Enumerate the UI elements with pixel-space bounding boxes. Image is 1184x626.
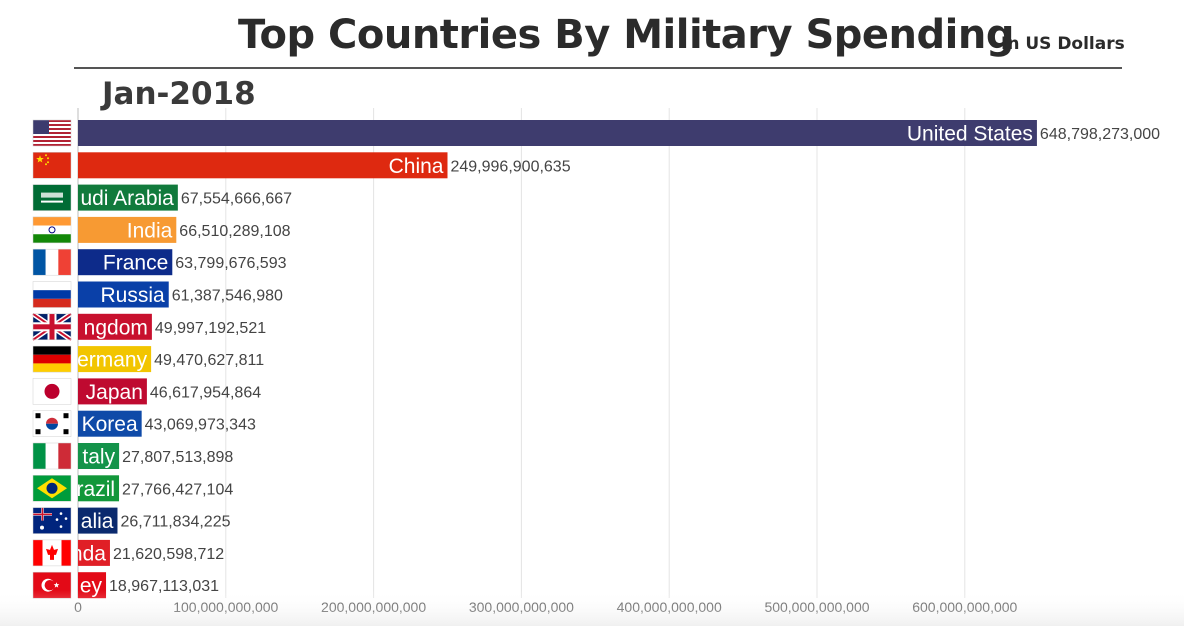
value-label: 27,807,513,898 [122, 449, 233, 466]
bar-row: udi Arabia 67,554,666,667 [32, 184, 292, 211]
bar [78, 216, 177, 243]
flag-gb-icon [31, 311, 73, 342]
bar [78, 410, 142, 437]
bar-row: China 249,996,900,635 [32, 152, 571, 179]
bar [78, 443, 120, 469]
bar-label: ermany [77, 349, 148, 372]
bar-row: Korea 43,069,973,343 [32, 410, 256, 437]
flag-de-icon [32, 345, 72, 373]
value-label: 648,798,273,000 [1040, 126, 1160, 143]
flag-in-icon [32, 216, 72, 244]
bar [78, 475, 120, 502]
bar [78, 120, 1037, 146]
bar-label: ngdom [84, 316, 148, 339]
title-divider [74, 67, 1122, 69]
flag-ru-icon [32, 281, 72, 308]
bar-rows: United States 648,798,273,000 China 249,996… [31, 119, 1160, 599]
bar-label: United States [907, 123, 1033, 146]
bar-row: United States 648,798,273,000 [32, 119, 1160, 147]
bar-label: udi Arabia [80, 187, 174, 210]
bar-label: France [103, 252, 168, 275]
bar-label: razil [77, 478, 116, 501]
bar-label: Russia [101, 284, 166, 307]
value-label: 67,554,666,667 [181, 191, 292, 208]
chart-title: Top Countries By Military Spending [238, 12, 1015, 58]
bar [78, 378, 147, 405]
value-label: 63,799,676,593 [175, 255, 286, 272]
bar-row: Japan 46,617,954,864 [32, 378, 261, 405]
bar-row: razil 27,766,427,104 [32, 475, 233, 502]
flag-ca-icon [32, 539, 72, 567]
value-label: 21,620,598,712 [113, 546, 224, 563]
bar [78, 184, 178, 211]
bar-row: Russia 61,387,546,980 [32, 281, 283, 308]
bar-row: ermany 49,470,627,811 [32, 345, 264, 373]
bar-label: China [389, 155, 444, 178]
bar-label: alia [81, 510, 114, 533]
bar [78, 346, 152, 373]
value-label: 46,617,954,864 [150, 384, 261, 401]
flag-br-icon [32, 475, 72, 502]
flag-kr-icon [32, 410, 72, 437]
bottom-fade [0, 590, 1184, 626]
bar-label: Japan [86, 381, 143, 404]
bar-row: alia 26,711,834,225 [32, 507, 231, 534]
flag-fr-icon [32, 248, 72, 276]
flag-it-icon [32, 442, 72, 470]
value-label: 27,766,427,104 [122, 481, 233, 498]
value-label: 249,996,900,635 [450, 158, 570, 175]
bar-row: ngdom 49,997,192,521 [31, 311, 266, 342]
flag-sa-icon [32, 184, 72, 211]
bar-row: India 66,510,289,108 [32, 216, 291, 244]
value-label: 66,510,289,108 [179, 223, 290, 240]
flag-us-icon [32, 119, 72, 147]
value-label: 49,997,192,521 [155, 320, 266, 337]
bar-label: taly [82, 446, 115, 469]
bar-label: Korea [82, 413, 138, 436]
value-label: 26,711,834,225 [120, 514, 230, 531]
bar [78, 281, 169, 308]
flag-cn-icon [32, 152, 72, 179]
value-label: 43,069,973,343 [145, 417, 256, 434]
bar [78, 313, 152, 340]
bar-label: nda [71, 542, 106, 565]
value-label: 61,387,546,980 [172, 288, 283, 305]
bar [78, 249, 173, 276]
bar [78, 539, 110, 566]
date-label: Jan-2018 [102, 76, 256, 112]
bar-label: India [127, 219, 173, 242]
bar-row: nda 21,620,598,712 [32, 539, 224, 567]
bar-row: France 63,799,676,593 [32, 248, 287, 276]
flag-jp-icon [32, 378, 72, 405]
bar [78, 152, 448, 179]
bar-row: taly 27,807,513,898 [32, 442, 233, 470]
bar [78, 507, 118, 534]
flag-au-icon [32, 507, 72, 534]
value-label: 49,470,627,811 [154, 352, 264, 369]
chart-subtitle: In US Dollars [1001, 34, 1125, 54]
